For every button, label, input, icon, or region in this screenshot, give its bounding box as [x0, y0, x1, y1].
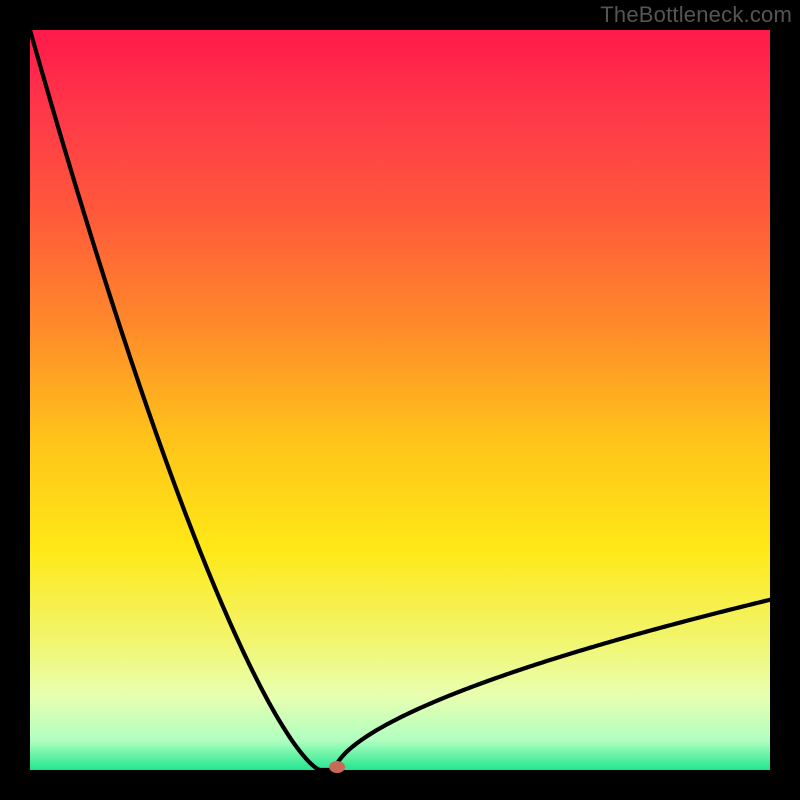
min-marker	[329, 761, 345, 773]
bottleneck-chart	[0, 0, 800, 800]
chart-background	[30, 30, 770, 770]
watermark-text: TheBottleneck.com	[600, 2, 792, 28]
